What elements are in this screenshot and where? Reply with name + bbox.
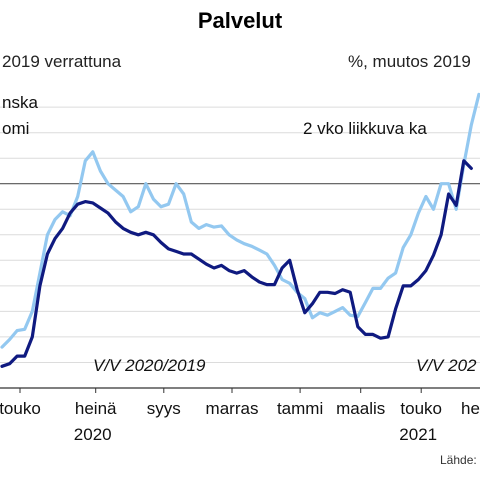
x-tick-label: tammi <box>277 399 323 418</box>
x-tick-label: heinä <box>461 399 480 418</box>
subtitle-left: 2019 verrattuna <box>2 52 122 71</box>
x-tick-label: maalis <box>336 399 385 418</box>
year-label: 2020 <box>74 425 112 444</box>
x-tick-label: touko <box>400 399 442 418</box>
chart-title: Palvelut <box>197 8 283 33</box>
series-line-light <box>0 92 480 349</box>
annotation-text: V/V 202 <box>416 356 477 375</box>
subtitle-right: %, muutos 2019 <box>348 52 471 71</box>
x-tick-label: heinä <box>75 399 117 418</box>
x-tick-label: touko <box>0 399 41 418</box>
x-tick-label: syys <box>147 399 181 418</box>
x-tick-label: marras <box>206 399 259 418</box>
series-label-dark: omi <box>2 119 29 138</box>
annotation-text: V/V 2020/2019 <box>93 356 206 375</box>
series-label-dark: nska <box>2 93 38 112</box>
source-label: Lähde: <box>440 453 477 467</box>
year-label: 2021 <box>399 425 437 444</box>
series-label-light: 2 vko liikkuva ka <box>303 119 427 138</box>
series-line-dark <box>0 159 473 368</box>
